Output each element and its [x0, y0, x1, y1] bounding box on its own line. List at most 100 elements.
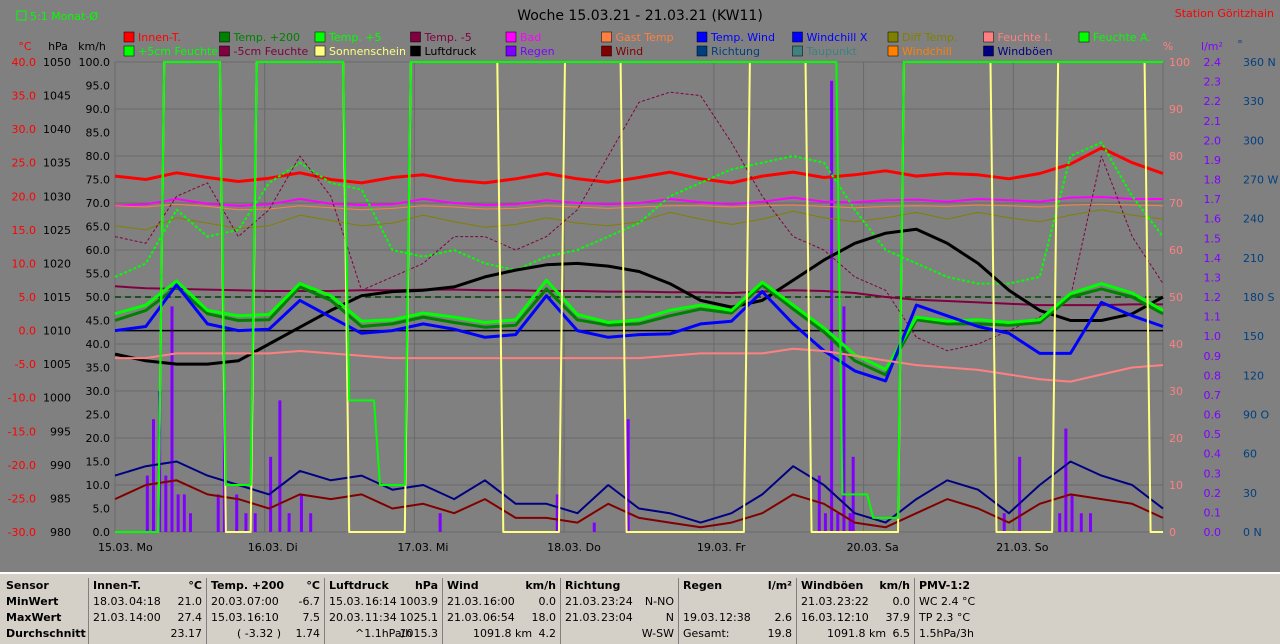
stats-column: Luftdruck hPa 15.03. 16:14 1003.9 20.03. 11:34… [324, 578, 442, 644]
stats-header: Windböen km/h [801, 578, 910, 594]
stats-row: TP 2.3 °C [919, 611, 971, 624]
tick-rain: 0.7 [1204, 389, 1222, 402]
stats-cell: ( -3.32 ) [237, 627, 282, 640]
legend-label: Wind [616, 45, 644, 58]
legend-swatch [887, 31, 899, 43]
tick-day: 18.03. Do [547, 541, 601, 554]
rain-bar [176, 494, 180, 532]
tick-direction: 270 W [1243, 174, 1278, 187]
series-bad [114, 196, 1163, 207]
stats-header-name: Wind [447, 579, 479, 592]
tick-wind: 80.0 [86, 150, 111, 163]
stats-cell: 6.5 [892, 627, 911, 640]
tick-pressure: 990 [50, 459, 71, 472]
tick-rain: 2.3 [1204, 76, 1222, 89]
stats-cell: 18.0 [531, 611, 557, 624]
stats-row: 1091.8 km 4.2 [447, 626, 556, 642]
tick-wind: 85.0 [86, 127, 111, 140]
tick-direction: 90 O [1243, 409, 1269, 422]
tick-rain: 0.6 [1204, 409, 1222, 422]
stats-cell: 20.03. [211, 595, 246, 608]
legend-swatch [219, 31, 230, 43]
tick-wind: 100.0 [79, 56, 111, 69]
stats-cell: 16:10 [247, 611, 279, 624]
stats-cell: 18.03. [93, 595, 128, 608]
stats-row: 20.03. 07:00 -6.7 [211, 594, 320, 610]
stats-header: Wind km/h [447, 578, 556, 594]
series--5cm-feuchte [114, 91, 1164, 352]
stats-cell: 07:00 [247, 595, 279, 608]
tick-rain: 1.9 [1204, 154, 1222, 167]
stats-cell: 21.03. [93, 611, 128, 624]
legend-swatch [410, 31, 421, 43]
rain-bar [164, 475, 168, 532]
legend-swatch [696, 45, 708, 57]
legend-label: Richtung [711, 45, 760, 58]
stats-row: 1.5hPa/3h [919, 627, 975, 640]
tick-wind: 70.0 [86, 197, 111, 210]
legend-label: Windchill [902, 45, 952, 58]
stats-row: 21.03. 23:04 N [565, 610, 674, 626]
tick-pressure: 1020 [43, 257, 71, 270]
stats-header-unit: °C [188, 579, 202, 592]
rain-bar [182, 494, 186, 532]
stats-header: PMV-1:2 [919, 578, 1030, 594]
stats-cell: 11:34 [365, 611, 397, 624]
monthavg-checkbox [16, 10, 27, 21]
chart-svg: Woche 15.03.21 - 21.03.21 (KW11) Station … [8, 7, 1279, 554]
legend-label: Feuchte A. [1093, 31, 1151, 44]
tick-pressure: 1005 [43, 358, 71, 371]
stats-cell: 23.17 [170, 627, 203, 640]
legend-swatch [314, 45, 326, 57]
rain-bar [438, 513, 442, 532]
tick-wind: 5.0 [93, 503, 111, 516]
stats-header-name: Regen [683, 579, 723, 592]
tick-pressure: 980 [50, 526, 71, 539]
tick-direction: 210 [1243, 252, 1264, 265]
stats-cell: 12:10 [837, 611, 869, 624]
series-gast-temp [114, 203, 1164, 211]
unit-wind: km/h [78, 40, 106, 53]
stats-row: MaxWert [6, 611, 62, 624]
tick-direction: 150 [1243, 330, 1264, 343]
stats-cell: 06:54 [483, 611, 515, 624]
stats-row: 15.03. 16:14 1003.9 [329, 594, 438, 610]
tick-pressure: 1035 [43, 157, 71, 170]
tick-wind: 10.0 [86, 479, 111, 492]
stats-cell: ^1.1hPa/h [355, 627, 413, 640]
stats-header: Sensor [6, 578, 84, 594]
rain-bar [299, 494, 303, 532]
tick-humidity: 30 [1169, 385, 1183, 398]
tick-direction: 0 N [1243, 526, 1262, 539]
rain-bar [287, 513, 291, 532]
tick-pressure: 985 [50, 492, 71, 505]
stats-header-name: PMV-1:2 [919, 579, 970, 592]
tick-wind: 35.0 [86, 362, 111, 375]
series-temp-wind [114, 283, 1164, 383]
tick-rain: 0.0 [1204, 526, 1222, 539]
stats-cell: 0.0 [892, 595, 911, 608]
tick-temp: 15.0 [12, 224, 37, 237]
rain-bar [1089, 513, 1093, 532]
stats-cell: W-SW [641, 627, 674, 640]
legend-swatch [505, 31, 517, 43]
rain-bar [151, 419, 155, 532]
stats-cell: N-NO [644, 595, 674, 608]
tick-rain: 1.6 [1204, 213, 1222, 226]
legend-label: Windchill X [807, 31, 868, 44]
tick-day: 19.03. Fr [697, 541, 746, 554]
tick-wind: 45.0 [86, 315, 111, 328]
chart-title: Woche 15.03.21 - 21.03.21 (KW11) [517, 8, 763, 24]
stats-header: Temp. +200 °C [211, 578, 320, 594]
stats-cell: 21.03. [447, 595, 482, 608]
rain-bar [555, 494, 559, 532]
legend-swatch [983, 31, 994, 43]
legend-swatch [601, 31, 612, 43]
legend-swatch [219, 45, 230, 57]
stats-row: Durchschnitt [6, 627, 86, 640]
legend-label: Temp. +5 [328, 31, 382, 44]
tick-humidity: 50 [1169, 291, 1183, 304]
legend-label: Innen-T. [138, 31, 181, 44]
stats-cell: 37.9 [885, 611, 911, 624]
stats-header-unit: °C [306, 579, 320, 592]
